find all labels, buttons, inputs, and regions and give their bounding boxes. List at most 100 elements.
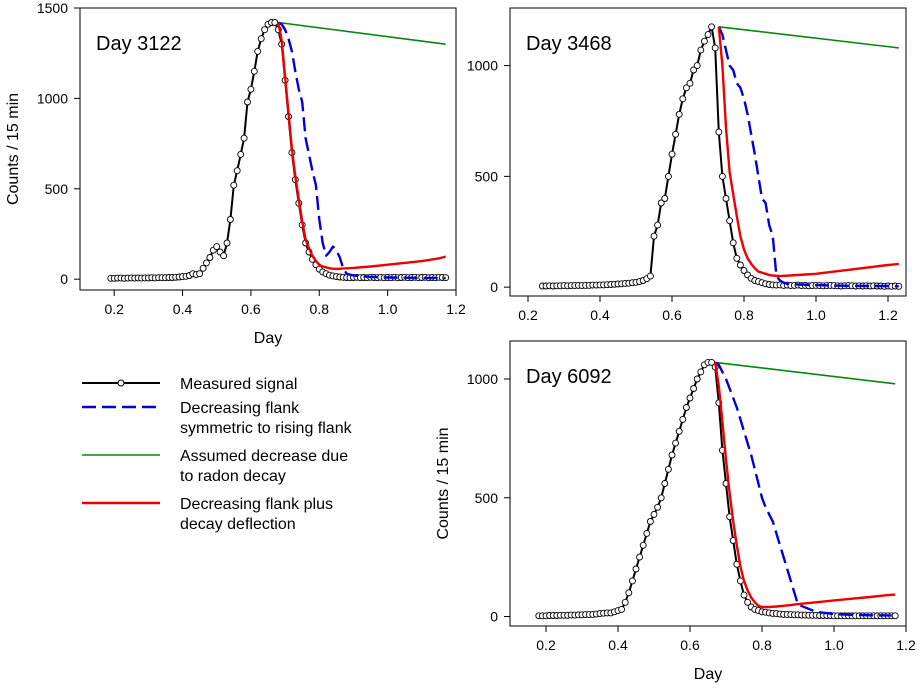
- data-point: [736, 261, 744, 269]
- data-point: [675, 110, 683, 118]
- data-point: [657, 494, 665, 502]
- series-line-deflection: [714, 362, 896, 609]
- x-tick-label: 0.4: [173, 301, 193, 317]
- data-point: [646, 518, 654, 525]
- legend-marker: [117, 379, 125, 387]
- series-line-symmetric: [717, 26, 899, 288]
- x-axis-label: Day: [254, 330, 282, 347]
- legend-label-measured: Measured signal: [180, 376, 297, 393]
- data-point: [220, 252, 228, 260]
- data-point: [679, 415, 687, 423]
- data-point: [213, 243, 221, 251]
- data-point: [240, 134, 248, 142]
- series-line-deflection: [277, 22, 447, 271]
- data-point: [628, 577, 636, 585]
- series-line-measured: [542, 25, 899, 288]
- data-point: [247, 85, 255, 93]
- x-tick-label: 0.6: [680, 637, 700, 653]
- y-axis-label: Counts / 15 min: [5, 93, 22, 205]
- data-point: [704, 31, 712, 39]
- data-point: [672, 130, 680, 138]
- data-point: [682, 404, 690, 411]
- data-point: [618, 605, 626, 613]
- series-line-deflection: [717, 26, 899, 278]
- data-point: [891, 612, 899, 620]
- data-point: [625, 589, 633, 597]
- data-point: [668, 451, 676, 459]
- y-tick-label: 1000: [467, 371, 498, 387]
- data-point: [254, 47, 262, 55]
- y-tick-label: 1000: [467, 58, 498, 74]
- chart-day-6092: 0.2 0.4 0.6 0.8 1.0 1.2 0 500 1000 Day Counts / 15…: [435, 340, 916, 683]
- data-point: [718, 172, 726, 180]
- y-axis-label: Counts / 15 min: [435, 427, 452, 539]
- data-point: [223, 239, 231, 247]
- plot-frame: [509, 340, 907, 627]
- x-tick-label: 0.2: [518, 307, 538, 323]
- data-point: [740, 267, 748, 274]
- x-tick-label: 0.6: [662, 307, 682, 323]
- data-point: [261, 26, 269, 34]
- data-point: [686, 79, 694, 87]
- data-point: [733, 254, 741, 262]
- series-line-measured: [110, 21, 446, 280]
- data-point: [722, 195, 730, 202]
- data-point: [654, 221, 662, 229]
- data-point: [643, 529, 651, 537]
- data-point: [693, 62, 701, 70]
- y-tick-label: 0: [490, 279, 498, 295]
- x-tick-label: 0.8: [752, 637, 772, 653]
- data-point: [650, 510, 658, 518]
- data-point: [650, 232, 658, 240]
- data-point: [697, 46, 705, 54]
- data-point: [206, 254, 214, 261]
- data-point: [672, 439, 680, 447]
- data-point: [661, 195, 669, 202]
- y-tick-label: 1000: [37, 90, 68, 106]
- x-tick-label: 1.0: [378, 301, 398, 317]
- data-point: [690, 385, 698, 392]
- data-point: [675, 427, 683, 435]
- data-point: [233, 167, 241, 175]
- data-point: [729, 239, 737, 247]
- data-point: [740, 591, 748, 599]
- data-point: [679, 95, 687, 103]
- data-point: [664, 465, 672, 473]
- x-tick-label: 1.2: [878, 307, 898, 323]
- x-tick-label: 0.4: [608, 637, 628, 653]
- data-point: [690, 66, 698, 74]
- data-point: [686, 394, 694, 402]
- data-point: [237, 150, 245, 158]
- data-point: [654, 503, 662, 511]
- data-point: [715, 128, 723, 136]
- chart-day-3468: 0.2 0.4 0.6 0.8 1.0 1.2 0 500 1000 Day 3468: [467, 7, 907, 323]
- data-point: [726, 217, 734, 225]
- data-point: [711, 44, 719, 52]
- series-line-decay: [715, 361, 896, 385]
- y-tick-label: 0: [490, 609, 498, 625]
- plot-frame: [79, 7, 457, 291]
- x-tick-label: 1.0: [806, 307, 826, 323]
- series-line-symmetric: [714, 361, 892, 617]
- data-point: [682, 84, 690, 92]
- legend: Measured signal Decreasing flank symmetric…: [82, 376, 353, 533]
- data-point: [199, 264, 207, 272]
- y-tick-label: 500: [45, 181, 69, 197]
- x-tick-label: 1.2: [446, 301, 466, 317]
- legend-label-decay: to radon decay: [180, 468, 286, 485]
- data-point: [700, 37, 708, 45]
- x-tick-label: 1.0: [824, 637, 844, 653]
- plot-frame: [509, 7, 907, 297]
- data-point: [250, 67, 258, 75]
- data-point: [621, 598, 629, 606]
- data-point: [693, 375, 701, 383]
- legend-label-symmetric: symmetric to rising flank: [180, 420, 353, 437]
- x-tick-label: 0.8: [310, 301, 330, 317]
- series-line-symmetric: [277, 21, 446, 280]
- x-tick-label: 0.6: [241, 301, 261, 317]
- chart-title: Day 6092: [526, 366, 612, 388]
- chart-day-3122: 0.2 0.4 0.6 0.8 1.0 1.2 0 500 1000 1500 Day Counts …: [5, 0, 466, 347]
- data-point: [697, 368, 705, 376]
- data-point: [271, 19, 279, 26]
